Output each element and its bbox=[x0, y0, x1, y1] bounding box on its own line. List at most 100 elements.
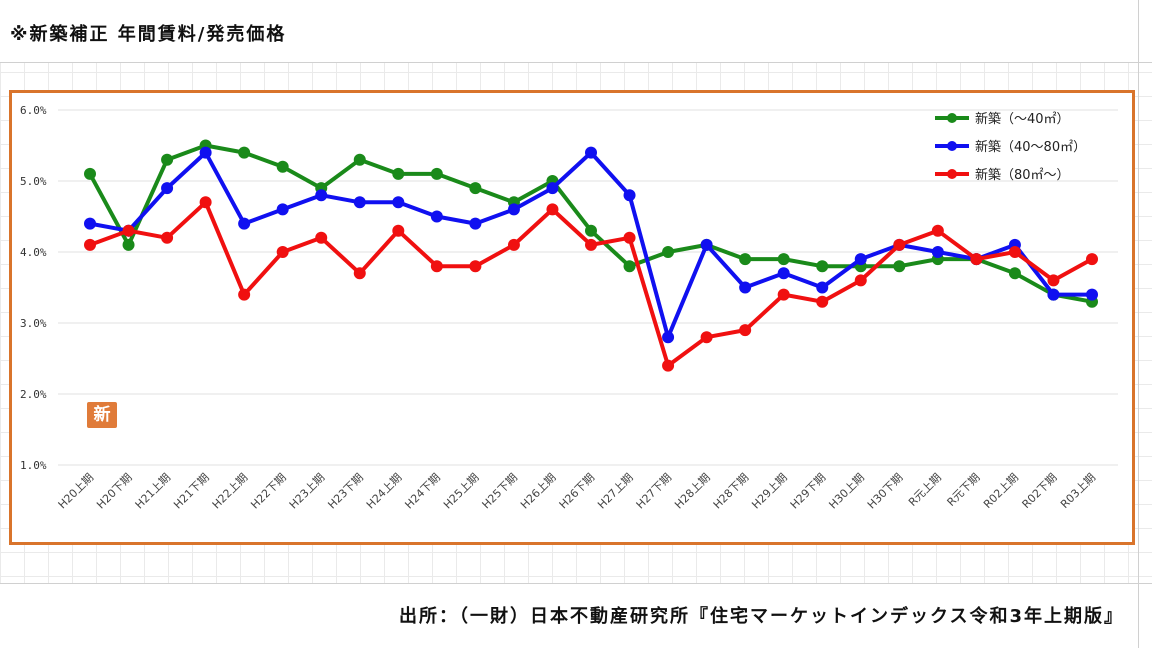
data-point bbox=[315, 189, 328, 202]
data-point bbox=[199, 196, 212, 209]
data-point bbox=[84, 217, 96, 230]
data-point bbox=[1008, 267, 1021, 280]
new-badge: 新 bbox=[87, 402, 117, 428]
data-point bbox=[970, 253, 983, 266]
data-point bbox=[662, 331, 675, 344]
data-point bbox=[585, 224, 597, 237]
data-point bbox=[1047, 288, 1060, 301]
x-tick-label: H25下期 bbox=[480, 471, 521, 512]
data-point bbox=[276, 203, 289, 216]
data-point bbox=[893, 260, 906, 273]
data-point bbox=[1086, 253, 1098, 266]
data-point bbox=[854, 253, 867, 266]
y-tick-label: 5.0% bbox=[20, 175, 47, 188]
x-tick-label: H23上期 bbox=[287, 471, 328, 512]
data-point bbox=[739, 253, 752, 266]
x-tick-label: R元上期 bbox=[906, 471, 944, 509]
data-point bbox=[777, 253, 790, 266]
data-point bbox=[469, 260, 482, 273]
data-point bbox=[161, 182, 174, 195]
x-tick-label: R02下期 bbox=[1020, 471, 1060, 511]
data-point bbox=[893, 238, 906, 251]
x-tick-label: H25上期 bbox=[441, 471, 482, 512]
data-point bbox=[161, 153, 174, 166]
x-tick-label: H26上期 bbox=[518, 471, 559, 512]
data-point bbox=[238, 288, 251, 301]
data-point bbox=[353, 153, 366, 166]
data-point bbox=[1008, 246, 1021, 258]
y-tick-label: 2.0% bbox=[20, 388, 47, 401]
footer-band bbox=[0, 583, 1152, 649]
x-tick-label: R03上期 bbox=[1058, 471, 1098, 511]
legend-entry: 新築（40～80㎡） bbox=[975, 139, 1086, 155]
data-point bbox=[276, 246, 289, 258]
data-point bbox=[546, 182, 559, 195]
data-point bbox=[662, 246, 675, 258]
data-point bbox=[469, 217, 482, 230]
data-point bbox=[507, 203, 520, 216]
x-tick-label: H20上期 bbox=[56, 471, 97, 512]
data-point bbox=[315, 231, 328, 244]
data-point bbox=[816, 295, 829, 308]
x-tick-label: H30上期 bbox=[826, 471, 867, 512]
data-point bbox=[430, 167, 443, 180]
data-point bbox=[854, 274, 867, 287]
y-tick-label: 3.0% bbox=[20, 317, 47, 330]
x-tick-label: H23下期 bbox=[325, 471, 366, 512]
data-point bbox=[276, 160, 289, 173]
data-point bbox=[739, 324, 752, 337]
data-point bbox=[84, 167, 96, 180]
data-point bbox=[84, 238, 96, 251]
data-point bbox=[392, 224, 405, 237]
x-tick-label: H27下期 bbox=[634, 471, 675, 512]
data-point bbox=[777, 288, 790, 301]
x-tick-label: H20下期 bbox=[94, 471, 135, 512]
data-point bbox=[816, 281, 829, 294]
x-tick-label: H30下期 bbox=[865, 471, 906, 512]
data-point bbox=[199, 146, 212, 159]
x-tick-label: R02上期 bbox=[981, 471, 1021, 511]
chart-frame bbox=[9, 90, 1135, 545]
legend-swatch-marker bbox=[947, 169, 957, 179]
data-point bbox=[507, 238, 520, 251]
data-point bbox=[1047, 274, 1060, 287]
x-tick-label: H22上期 bbox=[210, 471, 251, 512]
legend-entry: 新築（80㎡～） bbox=[975, 167, 1070, 183]
data-point bbox=[1086, 288, 1098, 301]
page-title: ※新築補正 年間賃料/発売価格 bbox=[10, 24, 287, 45]
data-point bbox=[122, 224, 135, 237]
data-point bbox=[238, 217, 251, 230]
data-point bbox=[585, 146, 597, 159]
x-tick-label: H29下期 bbox=[788, 471, 829, 512]
legend-swatch-marker bbox=[947, 141, 957, 151]
x-tick-label: H21下期 bbox=[171, 471, 212, 512]
data-point bbox=[353, 196, 366, 209]
y-tick-label: 6.0% bbox=[20, 104, 47, 117]
data-point bbox=[700, 238, 713, 251]
data-point bbox=[662, 359, 675, 372]
x-tick-label: H24下期 bbox=[402, 471, 443, 512]
legend-entry: 新築（～40㎡） bbox=[975, 111, 1070, 127]
data-point bbox=[931, 246, 944, 258]
x-tick-label: H28上期 bbox=[672, 471, 713, 512]
source-citation: 出所：（一財）日本不動産研究所『住宅マーケットインデックス令和3年上期版』 bbox=[399, 606, 1124, 627]
data-point bbox=[623, 231, 636, 244]
x-tick-label: H28下期 bbox=[711, 471, 752, 512]
data-point bbox=[122, 238, 135, 251]
data-point bbox=[353, 267, 366, 280]
data-point bbox=[700, 331, 713, 344]
sheet-edge-line bbox=[1138, 0, 1139, 648]
x-tick-label: H29上期 bbox=[749, 471, 790, 512]
header-band bbox=[0, 0, 1152, 63]
data-point bbox=[430, 210, 443, 223]
data-point bbox=[739, 281, 752, 294]
data-point bbox=[430, 260, 443, 273]
data-point bbox=[161, 231, 174, 244]
y-tick-label: 4.0% bbox=[20, 246, 47, 259]
x-tick-label: H24上期 bbox=[364, 471, 405, 512]
x-tick-label: H27上期 bbox=[595, 471, 636, 512]
x-tick-label: R元下期 bbox=[945, 471, 983, 509]
y-tick-label: 1.0% bbox=[20, 459, 47, 472]
data-point bbox=[469, 182, 482, 195]
